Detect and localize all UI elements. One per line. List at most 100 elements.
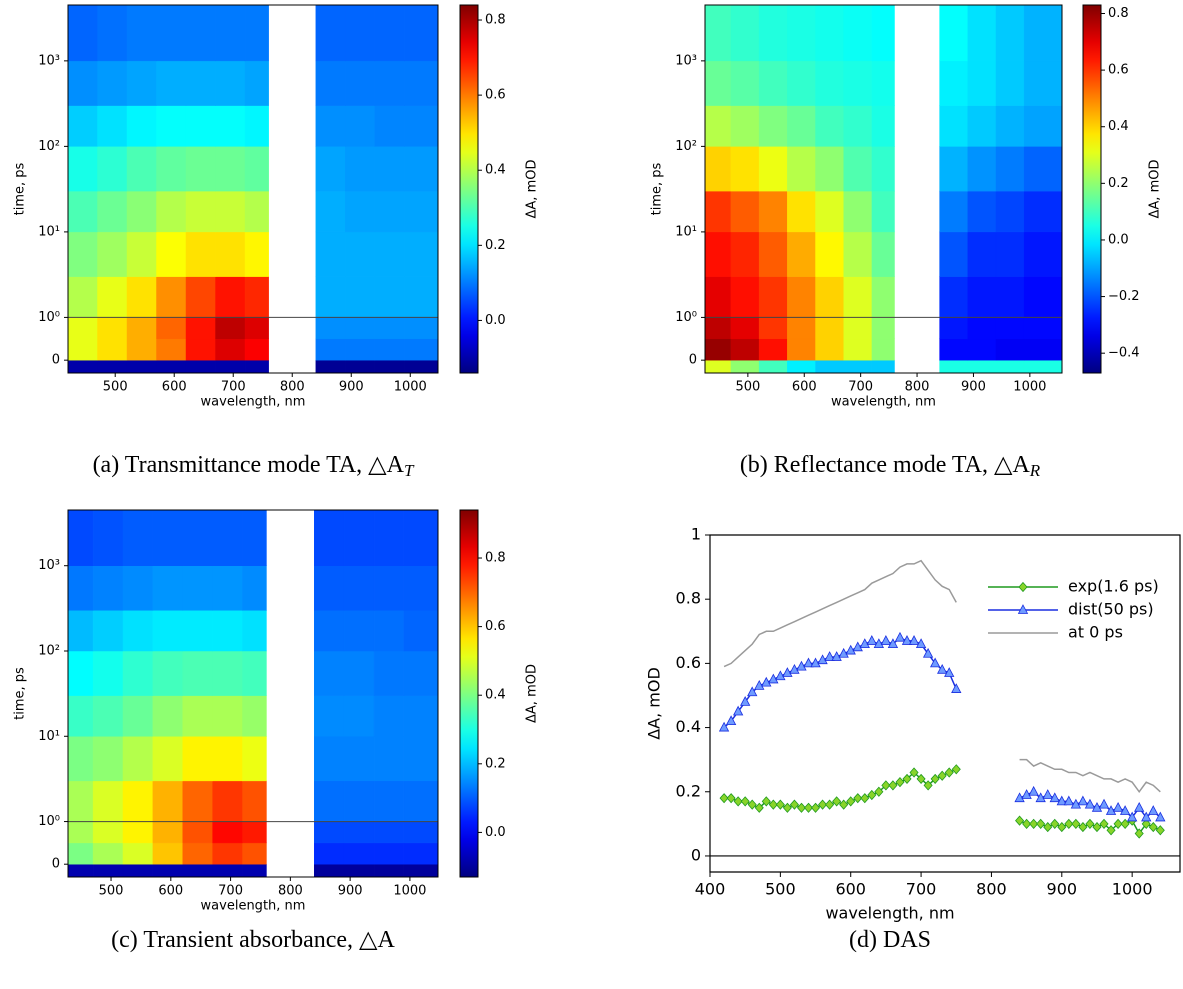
- plot-frame: [704, 4, 1063, 374]
- heatmap-cell: [242, 565, 267, 611]
- heatmap-cell: [182, 565, 213, 611]
- caption: (d) DAS: [849, 927, 931, 953]
- marker-diamond: [1085, 818, 1095, 829]
- marker-diamond: [930, 773, 940, 785]
- heatmap-cell: [404, 190, 439, 233]
- heatmap-cell: [815, 276, 844, 318]
- heatmap-cell: [967, 190, 997, 233]
- heatmap-cell: [404, 4, 439, 62]
- y-tick-label: 0: [52, 857, 60, 872]
- heatmap-cell: [787, 359, 816, 374]
- heatmap-cell: [215, 359, 246, 374]
- y-tick-label: 10¹: [675, 224, 697, 239]
- heatmap-cell: [182, 780, 213, 822]
- marker-triangle: [1070, 798, 1082, 809]
- heatmap-cell: [215, 105, 246, 147]
- heatmap-cell: [314, 565, 345, 611]
- heatmap-cell: [787, 338, 816, 361]
- heatmap-cell: [815, 190, 844, 233]
- heatmap-cell: [156, 231, 187, 277]
- marker-triangle: [1141, 811, 1152, 822]
- heatmap-cell: [939, 317, 969, 340]
- heatmap-cell: [373, 736, 405, 782]
- caption-subscript: R: [1029, 461, 1041, 480]
- heatmap-cell: [97, 146, 128, 192]
- heatmap-cell: [758, 146, 788, 192]
- colorbar-tick-label: 0.0: [485, 825, 506, 840]
- marker-triangle: [768, 673, 779, 684]
- heatmap-cell: [314, 821, 345, 844]
- heatmap-cell: [1023, 4, 1063, 62]
- heatmap-cell: [185, 190, 216, 233]
- colorbar-tick-label: 0.4: [485, 163, 506, 178]
- heatmap-cell: [704, 146, 732, 192]
- heatmap-cell: [995, 60, 1025, 106]
- marker-triangle: [1042, 789, 1053, 799]
- marker-triangle: [1148, 805, 1159, 815]
- heatmap-cell: [758, 338, 788, 361]
- marker-diamond: [874, 786, 884, 797]
- caption: (a) Transmittance mode TA, △AT: [93, 452, 415, 480]
- marker-triangle: [845, 644, 856, 655]
- marker-diamond: [888, 780, 898, 791]
- marker-diamond: [832, 796, 842, 807]
- heatmap-cell: [156, 105, 187, 147]
- heatmap-cell: [843, 317, 873, 340]
- marker-diamond: [853, 793, 863, 804]
- heatmap-cell: [212, 695, 243, 737]
- heatmap-cell: [374, 359, 405, 374]
- marker-diamond: [944, 767, 954, 778]
- marker-diamond: [1148, 821, 1158, 833]
- heatmap-cell: [815, 146, 844, 192]
- heatmap-cell: [215, 231, 246, 277]
- x-tick-label: 500: [735, 380, 760, 395]
- heatmap-cell: [374, 338, 405, 361]
- x-tick-label: 500: [765, 880, 796, 899]
- heatmap-cell: [343, 821, 375, 844]
- heatmap-cell: [871, 276, 895, 318]
- heatmap-cell: [758, 105, 788, 147]
- heatmap-cell: [242, 780, 267, 822]
- heatmap-cell: [314, 509, 345, 566]
- marker-diamond: [916, 773, 926, 785]
- marker-diamond: [1050, 818, 1060, 829]
- heatmap-cell: [212, 650, 243, 696]
- marker-triangle: [894, 631, 906, 642]
- heatmap-cell: [758, 276, 788, 318]
- heatmap-cell: [730, 146, 760, 192]
- heatmap-cell: [967, 146, 997, 192]
- heatmap-cell: [67, 317, 98, 340]
- marker-diamond: [811, 802, 821, 813]
- x-tick-label: 700: [221, 380, 246, 395]
- heatmap-cell: [843, 359, 873, 374]
- heatmap-cell: [92, 842, 124, 865]
- marker-diamond: [768, 799, 778, 810]
- heatmap-cell: [152, 565, 184, 611]
- heatmap-cell: [126, 190, 157, 233]
- y-tick-label: 10³: [675, 53, 697, 68]
- heatmap-cell: [242, 842, 267, 865]
- heatmap-cell: [1023, 317, 1063, 340]
- heatmap-cell: [242, 863, 267, 878]
- marker-diamond: [719, 793, 729, 804]
- heatmap-cell: [967, 60, 997, 106]
- colorbar-tick-label: 0.8: [1108, 6, 1129, 21]
- heatmap-cell: [939, 231, 969, 277]
- x-tick-label: 900: [338, 884, 363, 899]
- heatmap-cell: [67, 146, 98, 192]
- marker-diamond: [909, 767, 919, 778]
- heatmap-cell: [404, 105, 439, 147]
- heatmap-cell: [126, 359, 157, 374]
- heatmap-cell: [995, 338, 1025, 361]
- heatmap-cell: [97, 276, 128, 318]
- marker-triangle: [915, 638, 927, 649]
- heatmap-cell: [92, 780, 124, 822]
- heatmap-cell: [403, 650, 439, 696]
- marker-diamond: [796, 802, 807, 813]
- marker-diamond: [1071, 818, 1081, 829]
- heatmap-cell: [1023, 190, 1063, 233]
- y-tick-label: 0.8: [676, 589, 701, 608]
- heatmap-cell: [182, 610, 213, 652]
- heatmap-cell: [403, 736, 439, 782]
